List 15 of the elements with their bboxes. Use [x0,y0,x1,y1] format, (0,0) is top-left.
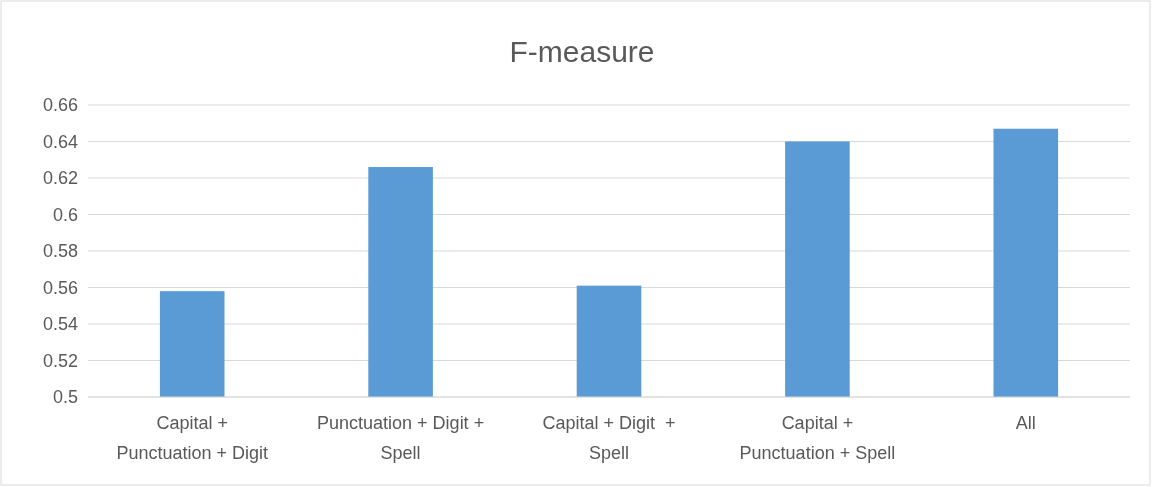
y-tick-label: 0.62 [42,168,78,189]
y-tick-label: 0.6 [52,204,78,225]
x-tick-label: Capital + Punctuation + Digit [116,413,268,463]
y-tick-label: 0.5 [52,387,78,408]
y-tick-label: 0.58 [42,241,78,262]
y-tick-label: 0.54 [42,314,78,335]
chart-title: F-measure [509,35,655,68]
y-tick-label: 0.64 [42,131,78,152]
y-tick-label: 0.52 [42,350,78,371]
x-tick-label: Capital + Punctuation + Spell [739,413,896,463]
x-tick-label: All [1015,413,1036,433]
y-tick-label: 0.56 [42,277,78,298]
x-tick-label: Punctuation + Digit + Spell [317,413,485,463]
x-tick-label: Capital + Digit + Spell [542,413,676,463]
y-tick-label: 0.66 [42,95,78,116]
